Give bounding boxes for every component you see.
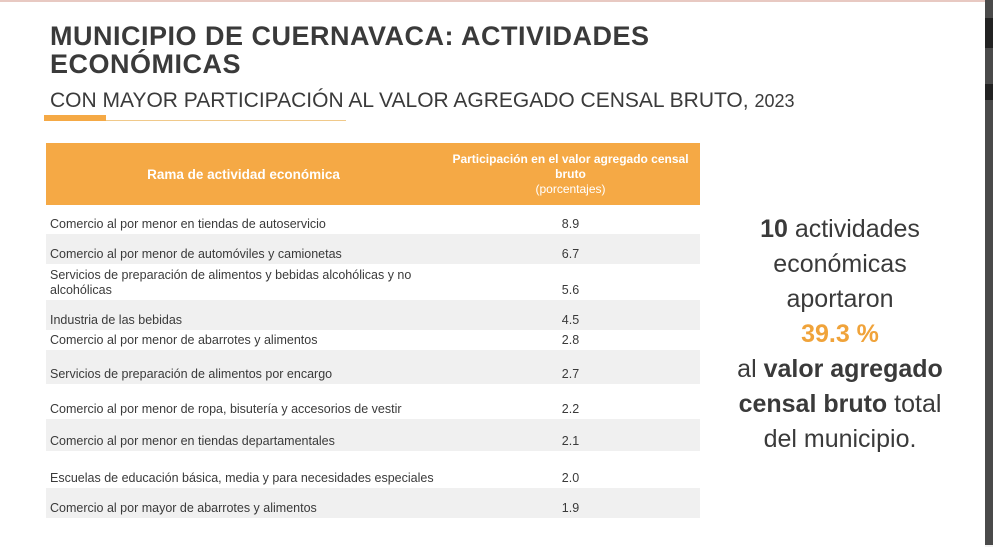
summary-percent: 39.3 % bbox=[801, 320, 879, 348]
header-unit: (porcentajes) bbox=[535, 181, 606, 196]
value-cell: 6.7 bbox=[441, 234, 700, 264]
window-edge-marker bbox=[985, 84, 993, 100]
value-cell: 2.1 bbox=[441, 419, 700, 451]
activity-cell: Comercio al por menor de automóviles y c… bbox=[46, 234, 441, 264]
window-edge bbox=[985, 0, 993, 545]
slide-title: MUNICIPIO DE CUERNAVACA: ACTIVIDADES ECO… bbox=[50, 21, 650, 79]
activity-count: 10 bbox=[760, 215, 788, 243]
title-divider bbox=[106, 120, 346, 121]
value-cell: 2.7 bbox=[441, 350, 700, 384]
summary-line-6-bold: censal bruto bbox=[738, 390, 888, 418]
table-row: Escuelas de educación básica, media y pa… bbox=[46, 451, 700, 488]
header-participacion: Participación en el valor agregado censa… bbox=[441, 143, 700, 205]
slide-subtitle: CON MAYOR PARTICIPACIÓN AL VALOR AGREGAD… bbox=[50, 88, 950, 114]
summary-line-2: económicas bbox=[773, 250, 907, 278]
activity-cell: Comercio al por menor de ropa, bisutería… bbox=[50, 402, 402, 416]
value-cell: 2.0 bbox=[561, 471, 580, 485]
summary-line-3: aportaron bbox=[786, 285, 894, 313]
activity-cell: Comercio al por mayor de abarrotes y ali… bbox=[46, 488, 441, 518]
summary-line-6-rest: total bbox=[887, 390, 942, 418]
activity-cell: Industria de las bebidas bbox=[46, 300, 441, 330]
summary-line-7: del municipio. bbox=[763, 425, 917, 453]
summary-line-5-pre: al bbox=[737, 355, 764, 383]
activity-cell: Comercio al por menor en tiendas de auto… bbox=[50, 217, 326, 231]
activity-cell: Comercio al por menor en tiendas departa… bbox=[46, 419, 441, 451]
table-row: Comercio al por menor en tiendas de auto… bbox=[46, 205, 700, 234]
summary-line-6: censal bruto total bbox=[705, 387, 975, 422]
table-row: Comercio al por menor de automóviles y c… bbox=[46, 234, 700, 264]
table-row: Industria de las bebidas 4.5 bbox=[46, 300, 700, 330]
value-cell: 4.5 bbox=[441, 300, 700, 330]
value-cell: 2.8 bbox=[561, 333, 580, 347]
table-row: Servicios de preparación de alimentos po… bbox=[46, 350, 700, 384]
value-cell: 5.6 bbox=[561, 283, 580, 297]
table-body: Comercio al por menor en tiendas de auto… bbox=[46, 205, 700, 518]
value-cell: 1.9 bbox=[441, 488, 700, 518]
summary-line-5: al valor agregado bbox=[705, 352, 975, 387]
activity-cell: Servicios de preparación de alimentos y … bbox=[50, 268, 412, 297]
table-row: Servicios de preparación de alimentos y … bbox=[46, 264, 700, 300]
subtitle-year: 2023 bbox=[754, 91, 795, 111]
table-row: Comercio al por menor en tiendas departa… bbox=[46, 419, 700, 451]
activity-cell: Escuelas de educación básica, media y pa… bbox=[50, 471, 434, 485]
summary-line-5-bold: valor agregado bbox=[763, 355, 943, 383]
table-row: Comercio al por mayor de abarrotes y ali… bbox=[46, 488, 700, 518]
activities-table: Rama de actividad económica Participació… bbox=[46, 143, 700, 518]
value-cell: 2.2 bbox=[561, 402, 580, 416]
summary-line-1: 10 actividades bbox=[705, 212, 975, 247]
activity-cell: Servicios de preparación de alimentos po… bbox=[46, 350, 441, 384]
table-header-row: Rama de actividad económica Participació… bbox=[46, 143, 700, 205]
window-edge-marker bbox=[985, 18, 993, 48]
subtitle-text: CON MAYOR PARTICIPACIÓN AL VALOR AGREGAD… bbox=[50, 89, 749, 112]
activity-cell: Comercio al por menor de abarrotes y ali… bbox=[50, 333, 318, 347]
value-cell: 8.9 bbox=[561, 217, 580, 231]
table-row: Comercio al por menor de ropa, bisutería… bbox=[46, 384, 700, 419]
title-accent-bar bbox=[44, 115, 106, 121]
summary-line-1-text: actividades bbox=[787, 215, 920, 243]
table-row: Comercio al por menor de abarrotes y ali… bbox=[46, 330, 700, 350]
header-rama: Rama de actividad económica bbox=[46, 143, 441, 205]
header-participacion-label: Participación en el valor agregado censa… bbox=[452, 151, 689, 181]
summary-callout: 10 actividades económicas aportaron 39.3… bbox=[705, 212, 975, 457]
